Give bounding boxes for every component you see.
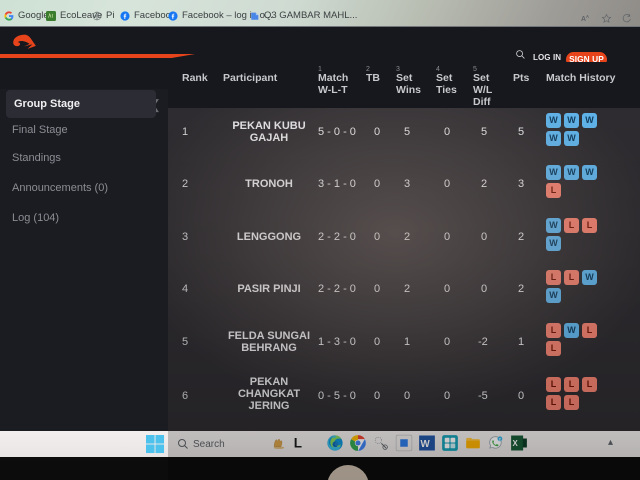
svg-text:L: L <box>294 436 302 451</box>
svg-text:W: W <box>420 439 430 450</box>
svg-text:A: A <box>581 15 586 22</box>
svg-text:2: 2 <box>499 437 501 441</box>
svg-text:A: A <box>586 14 589 19</box>
svg-text:X: X <box>513 439 519 448</box>
